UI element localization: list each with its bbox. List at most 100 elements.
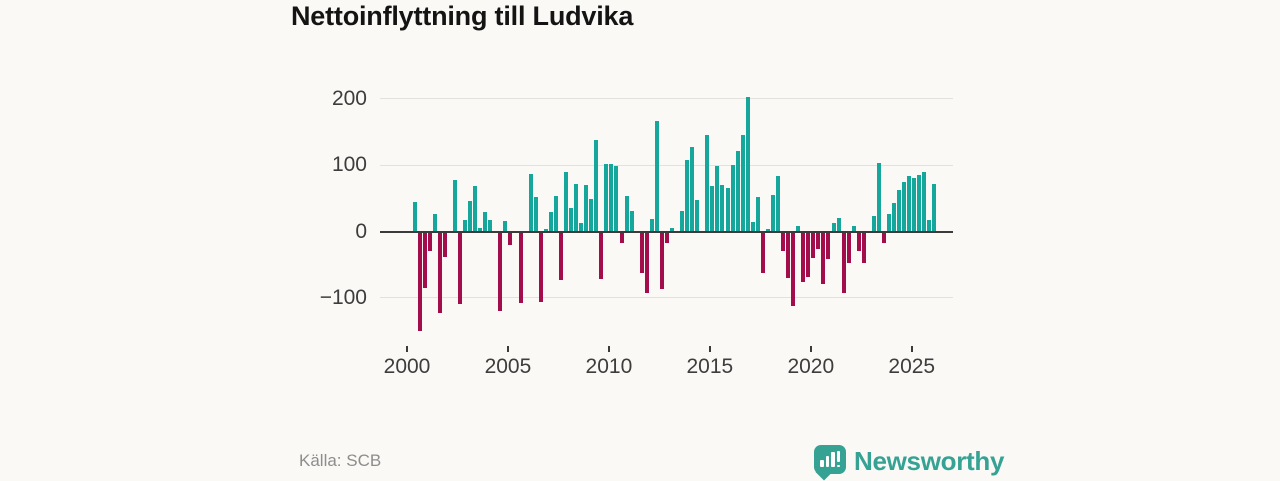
bar-2011Q3 (639, 231, 644, 273)
bar-2014Q2 (695, 200, 700, 232)
bar-2009Q1 (589, 198, 594, 232)
zero-axis-line (380, 230, 953, 233)
bar-2007Q2 (553, 196, 558, 232)
bar-2010Q3 (619, 231, 624, 244)
bar-2024Q4 (907, 176, 912, 232)
y-tick-label: −100 (319, 285, 367, 309)
bar-2001Q4 (442, 231, 447, 257)
bar-2015Q3 (720, 185, 725, 232)
bar-2000Q3 (417, 231, 422, 332)
bar-2018Q4 (786, 231, 791, 278)
bar-2016Q3 (740, 135, 745, 232)
bar-2026Q1 (932, 184, 937, 232)
x-tick-2005 (506, 346, 509, 352)
bar-2015Q4 (725, 187, 730, 232)
bar-2000Q2 (412, 201, 417, 232)
bar-2022Q1 (851, 225, 856, 232)
bar-2001Q3 (437, 231, 442, 314)
bar-2008Q3 (579, 222, 584, 232)
bar-2017Q2 (755, 196, 760, 232)
x-tick-2000 (406, 346, 408, 352)
bar-2006Q1 (528, 174, 533, 232)
bar-2016Q4 (745, 97, 750, 232)
page-title: Nettoinflyttning till Ludvika (291, 1, 634, 31)
bar-2024Q2 (897, 190, 902, 232)
bar-2021Q3 (841, 231, 846, 293)
bar-2013Q1 (669, 228, 674, 232)
source-caption: Källa: SCB (299, 451, 382, 470)
bar-2004Q1 (488, 219, 493, 232)
bar-2003Q3 (478, 228, 483, 232)
bar-2021Q1 (831, 222, 836, 232)
x-tick-label-2010: 2010 (585, 355, 633, 378)
bar-2013Q4 (685, 160, 690, 232)
x-tick-label-2015: 2015 (686, 355, 734, 378)
bar-2008Q1 (569, 207, 574, 232)
y-tick-label: 100 (331, 153, 367, 177)
bar-2012Q2 (654, 121, 659, 232)
bar-2018Q1 (770, 194, 775, 232)
bar-2024Q3 (902, 181, 907, 232)
y-tick-label: 200 (331, 86, 367, 110)
bar-2023Q3 (881, 231, 886, 244)
bar-2000Q4 (422, 231, 427, 288)
bar-2005Q1 (508, 231, 513, 245)
bar-2008Q2 (574, 183, 579, 232)
bar-chart-speech-bubble-icon (814, 445, 846, 474)
bar-2006Q3 (538, 231, 543, 302)
bar-2025Q4 (927, 220, 932, 232)
bar-2006Q4 (543, 228, 548, 232)
bar-2016Q1 (730, 165, 735, 232)
bar-2010Q1 (609, 164, 614, 232)
bar-2015Q1 (710, 185, 715, 232)
bar-2017Q3 (760, 231, 765, 273)
bar-2019Q3 (801, 231, 806, 282)
bar-2019Q4 (806, 231, 811, 278)
bar-2003Q1 (468, 200, 473, 232)
bar-2021Q2 (836, 217, 841, 232)
bar-2011Q1 (629, 210, 634, 232)
bar-2025Q3 (922, 171, 927, 232)
x-tick-2010 (607, 346, 610, 352)
bar-2010Q2 (614, 165, 619, 232)
bar-2007Q3 (558, 231, 563, 280)
bar-2016Q2 (735, 151, 740, 232)
x-tick-label-2020: 2020 (787, 355, 835, 378)
x-tick-2015 (708, 346, 711, 352)
gridline-200 (380, 98, 953, 100)
bar-2004Q4 (503, 220, 508, 232)
bar-2015Q2 (715, 165, 720, 232)
y-tick-label: 0 (355, 219, 367, 243)
bar-2007Q1 (548, 211, 553, 232)
x-tick-2020 (809, 346, 812, 352)
bar-2011Q4 (644, 231, 649, 294)
bar-2001Q2 (432, 213, 437, 232)
bar-2007Q4 (563, 171, 568, 232)
bar-2018Q2 (775, 176, 780, 232)
bar-2018Q3 (781, 231, 786, 252)
bar-2023Q4 (887, 214, 892, 232)
bar-2013Q3 (680, 210, 685, 232)
bar-2009Q4 (604, 164, 609, 232)
gridline-100 (380, 164, 953, 166)
bar-2021Q4 (846, 231, 851, 263)
bar-2012Q3 (659, 231, 664, 290)
bar-2002Q3 (457, 231, 462, 304)
bar-2019Q2 (796, 226, 801, 232)
bar-2012Q4 (664, 231, 669, 243)
bar-2008Q4 (584, 185, 589, 232)
bar-2020Q1 (811, 231, 816, 259)
bar-2014Q4 (705, 135, 710, 232)
x-tick-label-2025: 2025 (888, 355, 936, 378)
x-tick-label-2000: 2000 (383, 355, 431, 378)
bar-2025Q2 (917, 175, 922, 232)
bar-2006Q2 (533, 196, 538, 232)
brand-name: Newsworthy (854, 446, 1005, 476)
bar-2019Q1 (791, 231, 796, 306)
bar-2003Q4 (483, 211, 488, 232)
bar-2009Q2 (594, 139, 599, 232)
bar-2005Q3 (518, 231, 523, 304)
bar-2014Q1 (690, 147, 695, 232)
bar-2020Q4 (826, 231, 831, 260)
bar-2022Q3 (861, 231, 866, 264)
